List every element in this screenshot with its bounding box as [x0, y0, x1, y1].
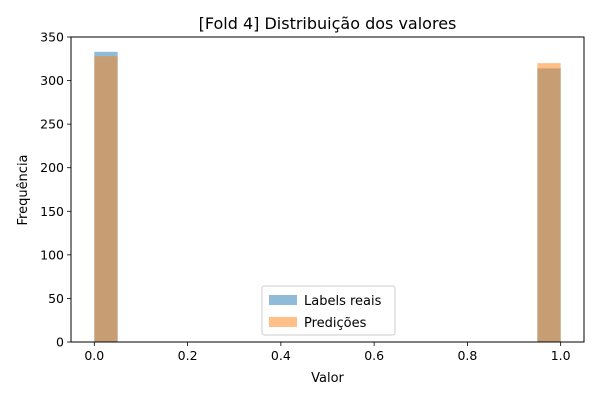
legend-label: Labels reais: [304, 294, 382, 309]
y-axis-label: Frequência: [16, 154, 31, 225]
y-tick-label: 250: [40, 117, 64, 132]
plot-area: 0.0 0.2 0.4 0.6 0.8 1.0 0 50 100 150 200 250 300 350: [40, 30, 585, 363]
legend: Labels reais Predições: [261, 285, 396, 336]
axes-frame: [70, 36, 585, 343]
y-tick-label: 200: [40, 160, 64, 175]
legend-swatch: [269, 295, 297, 305]
x-tick-label: 0.6: [364, 348, 384, 363]
histogram-bar: [94, 56, 118, 343]
x-tick-label: 0.0: [84, 348, 104, 363]
y-tick-label: 150: [40, 204, 64, 219]
y-tick-label: 350: [40, 30, 64, 45]
y-tick-label: 50: [48, 291, 64, 306]
x-tick-label: 1.0: [551, 348, 571, 363]
chart-title: [Fold 4] Distribuição dos valores: [199, 14, 457, 33]
x-axis-label: Valor: [311, 371, 344, 386]
x-tick-label: 0.2: [178, 348, 198, 363]
x-tick-label: 0.8: [457, 348, 477, 363]
y-tick-label: 100: [40, 247, 64, 262]
histogram-bar: [537, 63, 561, 343]
x-tick-label: 0.4: [271, 348, 291, 363]
y-tick-label: 0: [56, 335, 64, 350]
legend-label: Predições: [304, 316, 367, 331]
legend-swatch: [269, 317, 297, 327]
y-tick-label: 300: [40, 73, 64, 88]
